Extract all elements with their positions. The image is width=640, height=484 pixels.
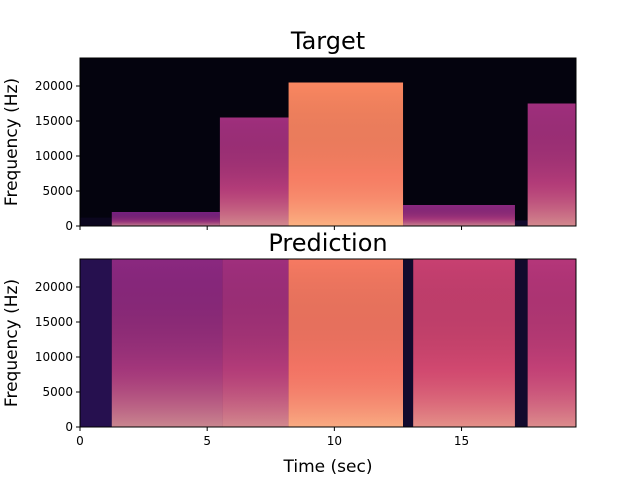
y-tick-label: 0 — [65, 219, 73, 233]
y-tick-label: 5000 — [42, 385, 73, 399]
bottom-ylabel: Frequency (Hz) — [2, 279, 22, 407]
spectrogram-segment-5 — [514, 220, 528, 226]
spectrogram-segment-0 — [80, 217, 112, 226]
y-tick-label: 10000 — [35, 350, 73, 364]
spectrogram-energy-gradient-3 — [288, 82, 404, 226]
y-tick-label: 15000 — [35, 114, 73, 128]
spectrogram-energy-gradient-1 — [111, 259, 223, 427]
spectrogram-segment-4 — [403, 259, 414, 427]
spectrogram-segment-0 — [80, 259, 112, 427]
spectrogram-energy-gradient-3 — [288, 259, 404, 427]
spectrogram-energy-gradient-2 — [219, 117, 289, 226]
spectrogram-energy-gradient-2 — [222, 259, 289, 427]
y-tick-label: 15000 — [35, 315, 73, 329]
bottom-chart-title: Prediction — [268, 229, 387, 257]
y-tick-label: 5000 — [42, 184, 73, 198]
y-tick-label: 20000 — [35, 280, 73, 294]
y-tick-label: 0 — [65, 420, 73, 434]
x-tick-label: 15 — [454, 434, 469, 448]
axes-frame — [79, 258, 577, 428]
spectrogram-energy-gradient-4 — [403, 205, 515, 226]
y-tick-label: 20000 — [35, 79, 73, 93]
spectrogram-energy-gradient-1 — [111, 212, 220, 226]
x-tick-label: 5 — [203, 434, 211, 448]
prediction-spectrogram-panel: 0 5000 10000 15000 20000 0 5 10 15 — [35, 258, 577, 448]
spectrogram-segment-6 — [514, 259, 528, 427]
x-tick-label: 10 — [327, 434, 342, 448]
top-ylabel: Frequency (Hz) — [2, 78, 22, 206]
top-chart-title: Target — [290, 27, 365, 55]
axes-frame — [79, 57, 577, 227]
spectrogram-energy-gradient-5 — [413, 259, 515, 427]
spectrogram-energy-gradient-7 — [527, 259, 576, 427]
y-tick-label: 10000 — [35, 149, 73, 163]
bottom-xlabel: Time (sec) — [283, 457, 373, 477]
spectrogram-energy-gradient-6 — [527, 103, 576, 226]
target-spectrogram-panel: 0 5000 10000 15000 20000 — [35, 57, 577, 233]
x-tick-label: 0 — [76, 434, 84, 448]
